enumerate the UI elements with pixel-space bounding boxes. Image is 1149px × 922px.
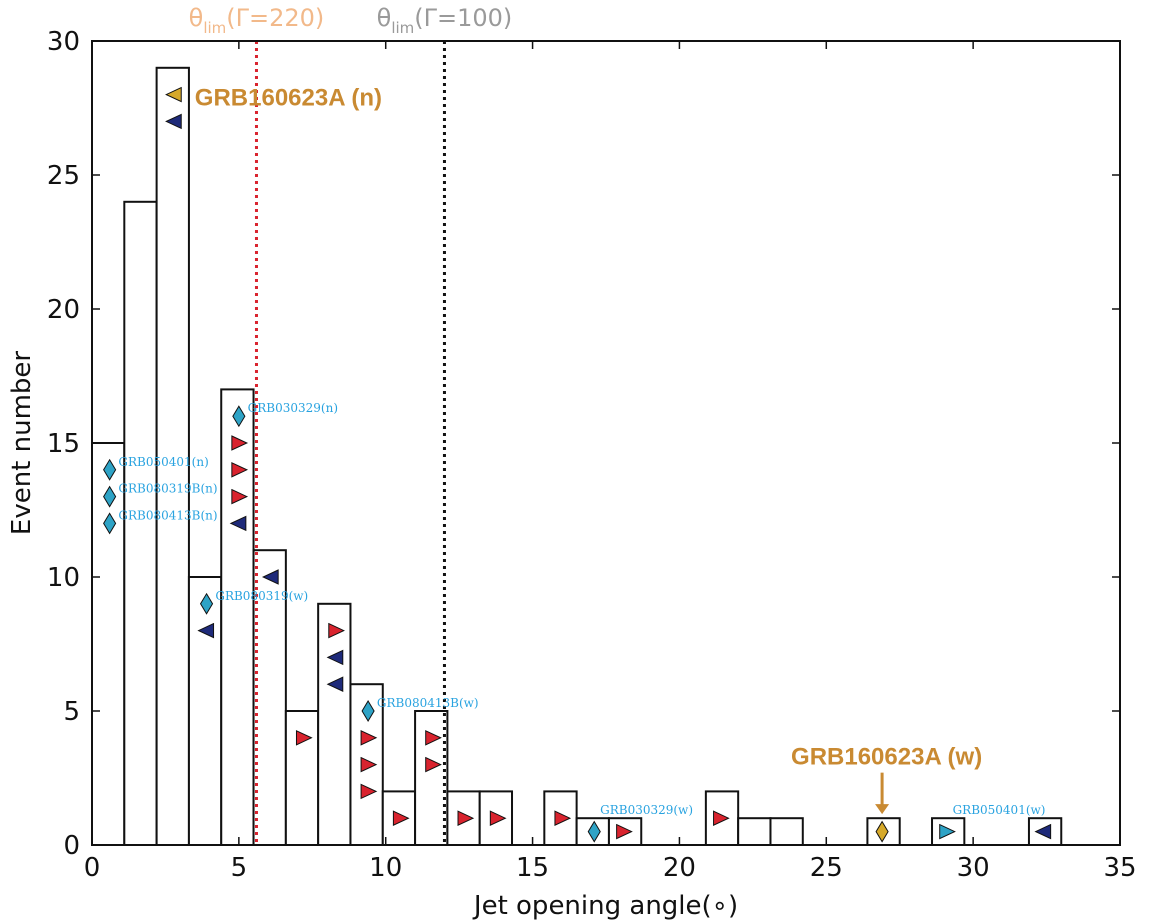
grb-marker xyxy=(232,405,246,428)
grb-marker xyxy=(457,810,475,826)
y-tick-label: 10 xyxy=(47,563,80,593)
grb-label: GRB030329(w) xyxy=(600,803,693,817)
y-tick-label: 5 xyxy=(63,697,80,727)
grb-marker xyxy=(489,810,507,826)
grb160623a-label: GRB160623A (w) xyxy=(791,744,982,771)
grb-markers xyxy=(103,86,1052,843)
y-tick-label: 25 xyxy=(47,161,80,191)
grb160623a-arrow-head xyxy=(875,804,890,815)
theta-lim-label: θlim(Γ=220) xyxy=(189,4,325,37)
grb-marker xyxy=(231,488,249,505)
grb-label: GRB050401(w) xyxy=(953,803,1046,817)
y-tick-label: 15 xyxy=(47,429,80,459)
x-tick-label: 35 xyxy=(1103,853,1136,883)
grb-marker xyxy=(425,756,442,773)
grb-marker xyxy=(103,485,117,508)
y-tick-label: 30 xyxy=(47,27,80,57)
grb-marker xyxy=(326,676,344,692)
grb-marker xyxy=(199,592,214,615)
grb160623a-label: GRB160623A (n) xyxy=(195,84,382,111)
x-tick-label: 5 xyxy=(231,853,248,883)
grb-marker xyxy=(261,569,279,585)
grb-marker xyxy=(360,756,378,773)
histogram-bar xyxy=(284,710,320,846)
grb-marker xyxy=(231,435,249,451)
grb-annotations: GRB050401(n) GRB080319B(n) GRB080413B(n) GR… xyxy=(118,84,1045,817)
x-tick-label: 15 xyxy=(516,853,549,883)
grb-marker xyxy=(616,823,633,840)
grb-marker xyxy=(326,649,344,666)
x-tick-label: 10 xyxy=(369,853,402,883)
grb-marker xyxy=(197,622,215,639)
grb-marker xyxy=(875,820,889,843)
grb-marker xyxy=(587,820,601,843)
grb-marker xyxy=(713,810,730,826)
histogram-bar xyxy=(769,817,804,847)
grb-marker xyxy=(103,458,117,481)
x-axis-title: Jet opening angle(∘) xyxy=(472,891,738,921)
y-tick-label: 20 xyxy=(47,295,80,325)
grb-marker xyxy=(392,810,410,826)
grb-marker xyxy=(231,462,249,478)
grb-marker xyxy=(103,512,117,535)
grb-marker xyxy=(1034,823,1052,840)
x-tick-label: 25 xyxy=(810,853,843,883)
histogram-bar xyxy=(607,817,643,847)
grb-label: GRB080319(w) xyxy=(215,589,308,603)
grb-marker xyxy=(360,783,378,800)
grb-marker xyxy=(939,823,956,840)
histogram-bars xyxy=(91,66,1063,847)
grb-label: GRB050401(n) xyxy=(118,455,208,469)
histogram-bar xyxy=(317,602,352,846)
grb-marker xyxy=(165,113,182,130)
grb-marker xyxy=(361,700,375,722)
y-tick-label: 0 xyxy=(63,831,80,861)
x-tick-label: 20 xyxy=(663,853,696,883)
grb-marker xyxy=(328,622,345,639)
histogram-bar xyxy=(414,710,449,846)
histogram-bar xyxy=(543,790,578,847)
histogram-bar xyxy=(123,200,158,847)
x-tick-label: 30 xyxy=(957,853,990,883)
y-axis-title: Event number xyxy=(7,351,37,536)
histogram-bar xyxy=(187,576,223,846)
grb-label: GRB030329(n) xyxy=(248,401,338,415)
limit-lines: θlim(Γ=220) θlim(Γ=100) xyxy=(189,4,513,845)
grb-marker xyxy=(229,515,247,532)
histogram-bar xyxy=(737,817,772,847)
grb-marker xyxy=(425,730,442,746)
axis-ticks: 0 5 10 15 20 25 30 35 0 5 10 15 20 25 30 xyxy=(47,27,1137,883)
theta-lim-label: θlim(Γ=100) xyxy=(377,4,513,37)
grb-marker xyxy=(554,810,572,826)
histogram-bar xyxy=(155,66,190,847)
grb-label: GRB080319B(n) xyxy=(118,482,217,496)
grb-marker xyxy=(295,730,313,746)
grb-marker xyxy=(165,86,182,103)
x-tick-label: 0 xyxy=(84,853,101,883)
histogram-bar xyxy=(220,388,255,846)
grb-label: GRB080413B(n) xyxy=(118,508,217,522)
grb-marker xyxy=(360,730,378,746)
grb-label: GRB080413B(w) xyxy=(377,696,479,710)
